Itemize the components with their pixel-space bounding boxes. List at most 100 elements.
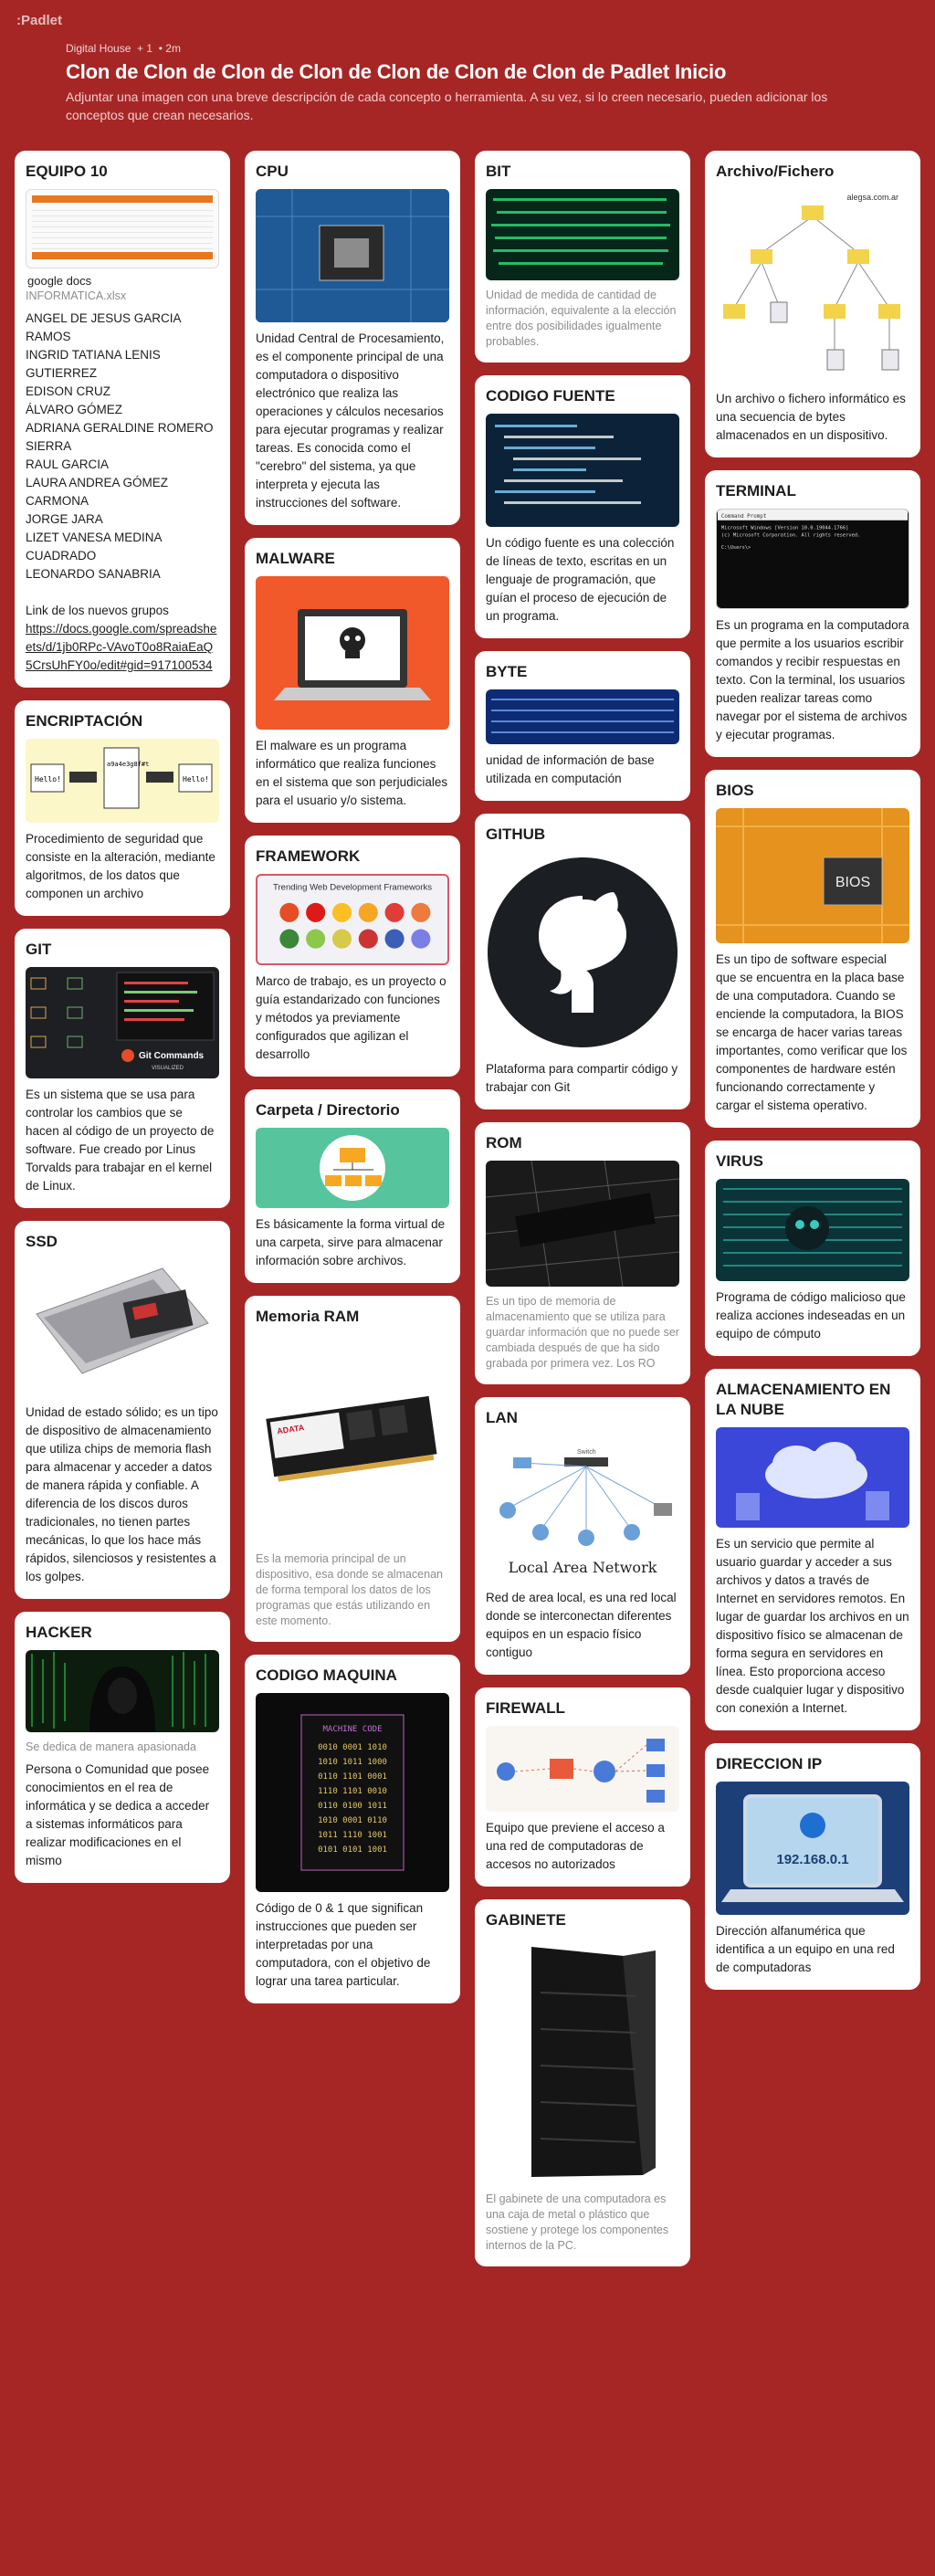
- post-card-nube[interactable]: ALMACENAMIENTO EN LA NUBE Es un servicio…: [705, 1369, 920, 1730]
- machine-code-row: 1011 1110 1001: [318, 1831, 387, 1840]
- terminal-prompt: C:\Users\>: [721, 545, 751, 551]
- image-caption: Se dedica de manera apasionada: [26, 1740, 196, 1753]
- post-title: ROM: [486, 1134, 522, 1151]
- terminal-image: Command Prompt Microsoft Windows [Versio…: [716, 509, 909, 609]
- post-card-cpu[interactable]: CPU Unidad Central de Procesamiento, es …: [245, 151, 460, 525]
- member-name: INGRID TATIANA LENIS GUTIERREZ: [26, 348, 161, 380]
- post-title: GITHUB: [486, 825, 546, 843]
- padlet-logo[interactable]: :Padlet: [16, 13, 63, 28]
- post-body: Plataforma para compartir código y traba…: [486, 1062, 678, 1094]
- post-title: Archivo/Fichero: [716, 163, 835, 180]
- post-body: Código de 0 & 1 que significan instrucci…: [256, 1901, 431, 1988]
- post-body: Es básicamente la forma virtual de una c…: [256, 1217, 446, 1267]
- lan-diagram-title: Local Area Network: [509, 1559, 657, 1576]
- image-caption: Unidad de medida de cantidad de informac…: [486, 289, 677, 348]
- post-body: Es un programa en la computadora que per…: [716, 618, 909, 741]
- machine-code-row: 0110 1101 0001: [318, 1772, 387, 1782]
- source-code-image: [486, 414, 679, 527]
- post-body: Unidad Central de Procesamiento, es el c…: [256, 331, 445, 510]
- post-body: Dirección alfanumérica que identifica a …: [716, 1924, 895, 1974]
- post-body: El malware es un programa informático qu…: [256, 739, 448, 807]
- post-card-git[interactable]: GIT Git Commands VISUALIZED Es un siste: [15, 929, 230, 1208]
- plaintext-label: Hello!: [35, 775, 61, 783]
- git-image-caption: Git Commands: [139, 1051, 205, 1061]
- author-name[interactable]: Digital House: [66, 42, 131, 55]
- groups-link[interactable]: https://docs.google.com/spreadsheets/d/1…: [26, 622, 217, 672]
- post-body: Un código fuente es una colección de lín…: [486, 536, 675, 623]
- post-title: GIT: [26, 941, 52, 958]
- post-title: HACKER: [26, 1624, 92, 1641]
- machine-code-row: 0101 0101 1001: [318, 1845, 387, 1855]
- attachment-filename[interactable]: INFORMATICA.xlsx: [26, 289, 127, 302]
- member-name: EDISON CRUZ: [26, 384, 111, 398]
- post-body: Procedimiento de seguridad que consiste …: [26, 832, 215, 900]
- member-list: ANGEL DE JESUS GARCIA RAMOS INGRID TATIA…: [26, 310, 219, 675]
- member-name: ANGEL DE JESUS GARCIA RAMOS: [26, 311, 181, 343]
- post-card-hacker[interactable]: HACKER Se dedica de manera apasionada Pe…: [15, 1612, 230, 1883]
- post-title: ENCRIPTACIÓN: [26, 712, 143, 730]
- post-card-bios[interactable]: BIOS BIOS Es un tipo de software especia…: [705, 770, 920, 1128]
- post-card-ram[interactable]: Memoria RAM ADATA Es la memoria principa…: [245, 1296, 460, 1642]
- ram-image: ADATA: [256, 1334, 449, 1544]
- file-tree-image: alegsa.com.ar: [716, 189, 909, 383]
- ram-brand: ADATA: [277, 1423, 306, 1435]
- post-body: unidad de información de base utilizada …: [486, 753, 655, 785]
- machine-code-image: MACHINE CODE 0010 0001 1010 1010 1011 10…: [256, 1693, 449, 1892]
- post-card-archivo[interactable]: Archivo/Fichero alegsa.com.ar: [705, 151, 920, 457]
- hacker-image: [26, 1650, 219, 1732]
- spreadsheet-preview[interactable]: [26, 189, 219, 268]
- post-card-ssd[interactable]: SSD Unidad de estado sólido; es un tipo …: [15, 1221, 230, 1599]
- ssd-image: [26, 1259, 219, 1396]
- post-title: ALMACENAMIENTO EN LA NUBE: [716, 1381, 891, 1418]
- post-title: FRAMEWORK: [256, 847, 361, 865]
- post-body: Un archivo o fichero informático es una …: [716, 392, 906, 442]
- post-card-encriptacion[interactable]: ENCRIPTACIÓN Hello! a9a4e3g8f#t Hello! P…: [15, 700, 230, 916]
- image-caption: El gabinete de una computadora es una ca…: [486, 2192, 669, 2252]
- binary-image: [486, 189, 679, 280]
- post-card-codigo-maquina[interactable]: CODIGO MAQUINA MACHINE CODE 0010 0001 10…: [245, 1655, 460, 2003]
- terminal-window-title: Command Prompt: [721, 514, 767, 520]
- post-title: EQUIPO 10: [26, 163, 108, 180]
- bios-chip-label: BIOS: [835, 875, 870, 890]
- ciphertext-label: a9a4e3g8f#t: [107, 761, 149, 768]
- post-card-github[interactable]: GITHUB Plataforma para compartir código …: [475, 814, 690, 1109]
- post-card-codigo-fuente[interactable]: CODIGO FUENTE Un código fuente es una co…: [475, 375, 690, 638]
- post-time: • 2m: [158, 42, 181, 55]
- post-body: Equipo que previene el acceso a una red …: [486, 1821, 665, 1871]
- post-card-bit[interactable]: BIT Unidad de medida de cantidad de info…: [475, 151, 690, 363]
- image-caption: Es la memoria principal de un dispositiv…: [256, 1552, 443, 1627]
- ip-address-label: 192.168.0.1: [776, 1852, 848, 1867]
- column-2: CPU Unidad Central de Procesamiento, es …: [245, 151, 460, 2016]
- post-card-framework[interactable]: FRAMEWORK Trending Web Development Frame…: [245, 836, 460, 1077]
- post-card-equipo[interactable]: EQUIPO 10 google docs INFORMATICA.xlsx A…: [15, 151, 230, 688]
- post-card-lan[interactable]: LAN Switch Local Area Network Red de are…: [475, 1397, 690, 1675]
- post-card-malware[interactable]: MALWARE El malware es un programa inform…: [245, 538, 460, 823]
- cloud-storage-image: [716, 1427, 909, 1528]
- post-card-rom[interactable]: ROM Es un tipo de memoria de almacenamie…: [475, 1122, 690, 1384]
- post-title: Carpeta / Directorio: [256, 1101, 400, 1119]
- framework-image: Trending Web Development Frameworks: [256, 874, 449, 965]
- post-card-terminal[interactable]: TERMINAL Command Prompt Microsoft Window…: [705, 470, 920, 757]
- post-card-virus[interactable]: VIRUS Programa de código malicioso que r…: [705, 1141, 920, 1356]
- post-card-carpeta[interactable]: Carpeta / Directorio Es básicamente la f…: [245, 1089, 460, 1283]
- post-card-firewall[interactable]: FIREWALL Equipo que previene el acceso a…: [475, 1688, 690, 1887]
- cpu-image: [256, 189, 449, 322]
- malware-image: [256, 576, 449, 730]
- post-card-gabinete[interactable]: GABINETE El gabinete de una computadora …: [475, 1899, 690, 2266]
- image-caption: Es un tipo de memoria de almacenamiento …: [486, 1295, 679, 1370]
- machine-code-title: MACHINE CODE: [322, 1725, 382, 1734]
- post-body: Es un tipo de software especial que se e…: [716, 952, 908, 1112]
- post-card-byte[interactable]: BYTE unidad de información de base utili…: [475, 651, 690, 801]
- machine-code-row: 0110 0100 1011: [318, 1802, 387, 1811]
- post-title: VIRUS: [716, 1152, 763, 1170]
- post-title: BYTE: [486, 663, 528, 680]
- ip-address-image: 192.168.0.1: [716, 1782, 909, 1915]
- post-card-ip[interactable]: DIRECCION IP 192.168.0.1 Dirección alfan…: [705, 1743, 920, 1990]
- post-body: Red de area local, es una red local dond…: [486, 1591, 677, 1659]
- member-name: JORGE JARA: [26, 512, 103, 526]
- github-logo-icon: [486, 852, 679, 1053]
- machine-code-row: 1110 1101 0010: [318, 1787, 387, 1796]
- board-meta: Digital House + 1 • 2m: [66, 42, 869, 55]
- machine-code-row: 1010 0001 0110: [318, 1816, 387, 1825]
- like-count[interactable]: + 1: [137, 42, 153, 55]
